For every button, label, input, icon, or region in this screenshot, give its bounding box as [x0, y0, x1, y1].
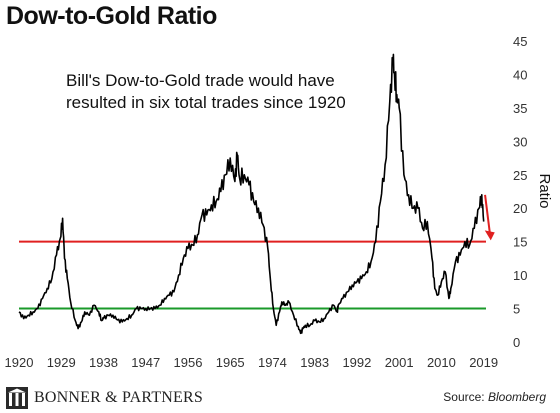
x-tick-label: 2010 [427, 355, 456, 370]
source-name: Bloomberg [487, 390, 546, 404]
x-tick-label: 1992 [342, 355, 371, 370]
x-tick-label: 1929 [47, 355, 76, 370]
brand-name: BONNER & PARTNERS [34, 389, 203, 406]
y-tick-label: 40 [513, 67, 527, 82]
y-tick-label: 35 [513, 101, 527, 116]
y-tick-label: 30 [513, 134, 527, 149]
brand-logo-icon [6, 387, 28, 409]
y-tick-label: 25 [513, 168, 527, 183]
y-tick-label: 20 [513, 201, 527, 216]
y-axis-label: Ratio [536, 173, 553, 208]
y-tick-label: 0 [513, 335, 520, 350]
chart-area: 1920 1929 1938 1947 1956 1965 1974 1983 1992 2001… [5, 34, 553, 370]
x-tick-label: 1974 [258, 355, 287, 370]
source-label: Source: [443, 390, 488, 404]
x-tick-label: 1965 [216, 355, 245, 370]
x-tick-label: 1947 [131, 355, 160, 370]
series-group [18, 53, 485, 335]
x-tick-label: 2001 [385, 355, 414, 370]
source-credit: Source: Bloomberg [443, 390, 546, 404]
x-axis: 1920 1929 1938 1947 1956 1965 1974 1983 1992 2001… [5, 355, 499, 370]
reference-lines [19, 240, 486, 310]
brand-footer: BONNER & PARTNERS [6, 387, 203, 409]
y-tick-label: 15 [513, 235, 527, 250]
x-tick-label: 1920 [5, 355, 34, 370]
y-tick-label: 10 [513, 268, 527, 283]
x-tick-label: 1983 [300, 355, 329, 370]
arrow-head [484, 230, 495, 241]
trend-arrow [484, 194, 495, 241]
series-line [18, 53, 485, 335]
y-tick-label: 5 [513, 302, 520, 317]
annotation-line-1: Bill's Dow-to-Gold trade would have [66, 71, 335, 90]
x-tick-label: 2019 [469, 355, 498, 370]
x-tick-label: 1938 [89, 355, 118, 370]
annotation-line-2: resulted in six total trades since 1920 [66, 93, 346, 112]
y-tick-label: 45 [513, 34, 527, 49]
chart-title: Dow-to-Gold Ratio [6, 2, 217, 30]
y-axis: 0 5 10 15 20 25 30 35 40 45 [513, 34, 527, 350]
x-tick-label: 1956 [174, 355, 203, 370]
arrow-shaft [484, 194, 491, 233]
